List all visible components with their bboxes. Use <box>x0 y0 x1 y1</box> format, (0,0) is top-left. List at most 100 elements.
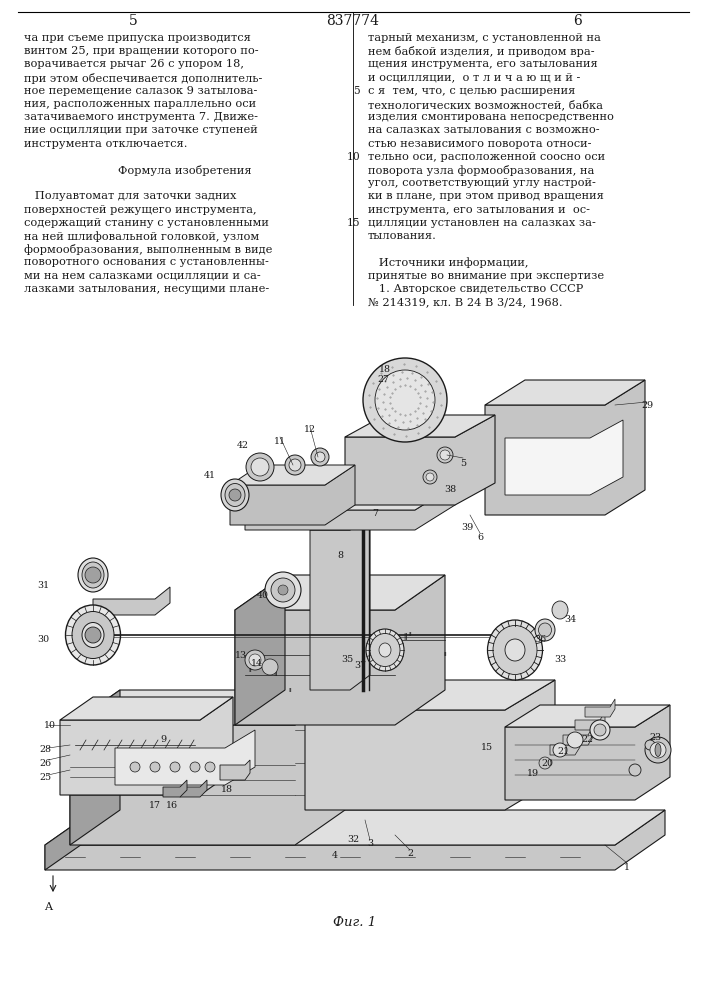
Text: 5: 5 <box>354 86 360 96</box>
Text: поворотного основания с установленны-: поворотного основания с установленны- <box>24 257 269 267</box>
Text: 26: 26 <box>39 758 51 768</box>
Polygon shape <box>310 515 370 530</box>
Ellipse shape <box>535 619 555 641</box>
Text: 25: 25 <box>39 772 51 782</box>
Text: 30: 30 <box>37 636 49 645</box>
Circle shape <box>265 572 301 608</box>
Polygon shape <box>485 380 645 515</box>
Text: 11: 11 <box>274 438 286 446</box>
Text: 9: 9 <box>160 736 166 744</box>
Text: поворота узла формообразования, на: поворота узла формообразования, на <box>368 165 595 176</box>
Circle shape <box>645 740 655 750</box>
Circle shape <box>315 452 325 462</box>
Text: 39: 39 <box>461 522 473 532</box>
Polygon shape <box>505 705 670 800</box>
Text: принятые во внимание при экспертизе: принятые во внимание при экспертизе <box>368 271 604 281</box>
Text: II: II <box>403 633 407 642</box>
Ellipse shape <box>225 484 245 506</box>
Text: инструмента, его затылования и  ос-: инструмента, его затылования и ос- <box>368 205 590 215</box>
Text: содержащий станину с установленными: содержащий станину с установленными <box>24 218 269 228</box>
Circle shape <box>251 458 269 476</box>
Polygon shape <box>70 690 345 845</box>
Circle shape <box>590 720 610 740</box>
Polygon shape <box>180 780 207 797</box>
Text: поверхностей режущего инструмента,: поверхностей режущего инструмента, <box>24 205 257 215</box>
Text: 18: 18 <box>221 786 233 794</box>
Circle shape <box>150 762 160 772</box>
Text: 23: 23 <box>649 732 661 742</box>
Text: 1. Авторское свидетельство СССР: 1. Авторское свидетельство СССР <box>368 284 583 294</box>
Polygon shape <box>310 515 370 690</box>
Polygon shape <box>230 465 355 525</box>
Text: 22: 22 <box>581 736 593 744</box>
Polygon shape <box>245 485 455 530</box>
Text: 5: 5 <box>129 14 137 28</box>
Polygon shape <box>45 810 665 845</box>
Text: угол, соответствующий углу настрой-: угол, соответствующий углу настрой- <box>368 178 596 188</box>
Circle shape <box>423 470 437 484</box>
Polygon shape <box>235 575 445 725</box>
Ellipse shape <box>493 626 537 674</box>
Ellipse shape <box>221 479 249 511</box>
Text: 8: 8 <box>337 550 343 560</box>
Text: 7: 7 <box>372 508 378 518</box>
Polygon shape <box>305 680 555 810</box>
Circle shape <box>246 453 274 481</box>
Polygon shape <box>235 575 285 725</box>
Ellipse shape <box>370 634 400 666</box>
Circle shape <box>271 578 295 602</box>
Text: винтом 25, при вращении которого по-: винтом 25, при вращении которого по- <box>24 46 259 56</box>
Text: ча при съеме припуска производится: ча при съеме припуска производится <box>24 33 251 43</box>
Polygon shape <box>585 699 615 717</box>
Text: ки в плане, при этом привод вращения: ки в плане, при этом привод вращения <box>368 191 604 201</box>
Text: при этом обеспечивается дополнитель-: при этом обеспечивается дополнитель- <box>24 73 262 84</box>
Circle shape <box>567 732 583 748</box>
Ellipse shape <box>72 611 114 658</box>
Polygon shape <box>550 737 580 755</box>
Text: технологических возможностей, бабка: технологических возможностей, бабка <box>368 99 603 110</box>
Circle shape <box>629 764 641 776</box>
Circle shape <box>245 650 265 670</box>
Text: 15: 15 <box>481 742 493 752</box>
Text: II: II <box>248 668 252 672</box>
Ellipse shape <box>655 744 661 756</box>
Polygon shape <box>45 810 665 870</box>
Circle shape <box>553 743 567 757</box>
Circle shape <box>650 742 666 758</box>
Ellipse shape <box>539 623 551 637</box>
Text: и осцилляции,  о т л и ч а ю щ и й -: и осцилляции, о т л и ч а ю щ и й - <box>368 73 580 83</box>
Text: 6: 6 <box>477 532 483 542</box>
Circle shape <box>249 654 261 666</box>
Text: 1: 1 <box>624 862 630 871</box>
Circle shape <box>170 762 180 772</box>
Circle shape <box>539 757 551 769</box>
Circle shape <box>645 737 671 763</box>
Text: на ней шлифовальной головкой, узлом: на ней шлифовальной головкой, узлом <box>24 231 259 242</box>
Text: 35: 35 <box>341 656 353 664</box>
Ellipse shape <box>66 605 120 665</box>
Text: Формула изобретения: Формула изобретения <box>118 165 252 176</box>
Polygon shape <box>305 680 555 710</box>
Polygon shape <box>220 760 250 780</box>
Circle shape <box>437 447 453 463</box>
Text: Полуавтомат для заточки задних: Полуавтомат для заточки задних <box>24 191 236 201</box>
Circle shape <box>426 473 434 481</box>
Text: 6: 6 <box>573 14 581 28</box>
Polygon shape <box>60 697 233 720</box>
Ellipse shape <box>82 562 104 588</box>
Text: с я  тем, что, с целью расширения: с я тем, что, с целью расширения <box>368 86 575 96</box>
Polygon shape <box>563 727 593 745</box>
Polygon shape <box>575 712 605 730</box>
Text: 3: 3 <box>367 838 373 848</box>
Circle shape <box>85 567 101 583</box>
Text: цилляции установлен на салазках за-: цилляции установлен на салазках за- <box>368 218 596 228</box>
Text: 33: 33 <box>554 656 566 664</box>
Text: ния, расположенных параллельно оси: ния, расположенных параллельно оси <box>24 99 256 109</box>
Text: 34: 34 <box>564 615 576 624</box>
Text: 29: 29 <box>641 400 653 410</box>
Text: ное перемещение салазок 9 затылова-: ное перемещение салазок 9 затылова- <box>24 86 257 96</box>
Text: 14: 14 <box>251 658 263 668</box>
Text: 28: 28 <box>39 746 51 754</box>
Text: 10: 10 <box>346 152 360 162</box>
Text: № 214319, кл. В 24 В 3/24, 1968.: № 214319, кл. В 24 В 3/24, 1968. <box>368 297 563 307</box>
